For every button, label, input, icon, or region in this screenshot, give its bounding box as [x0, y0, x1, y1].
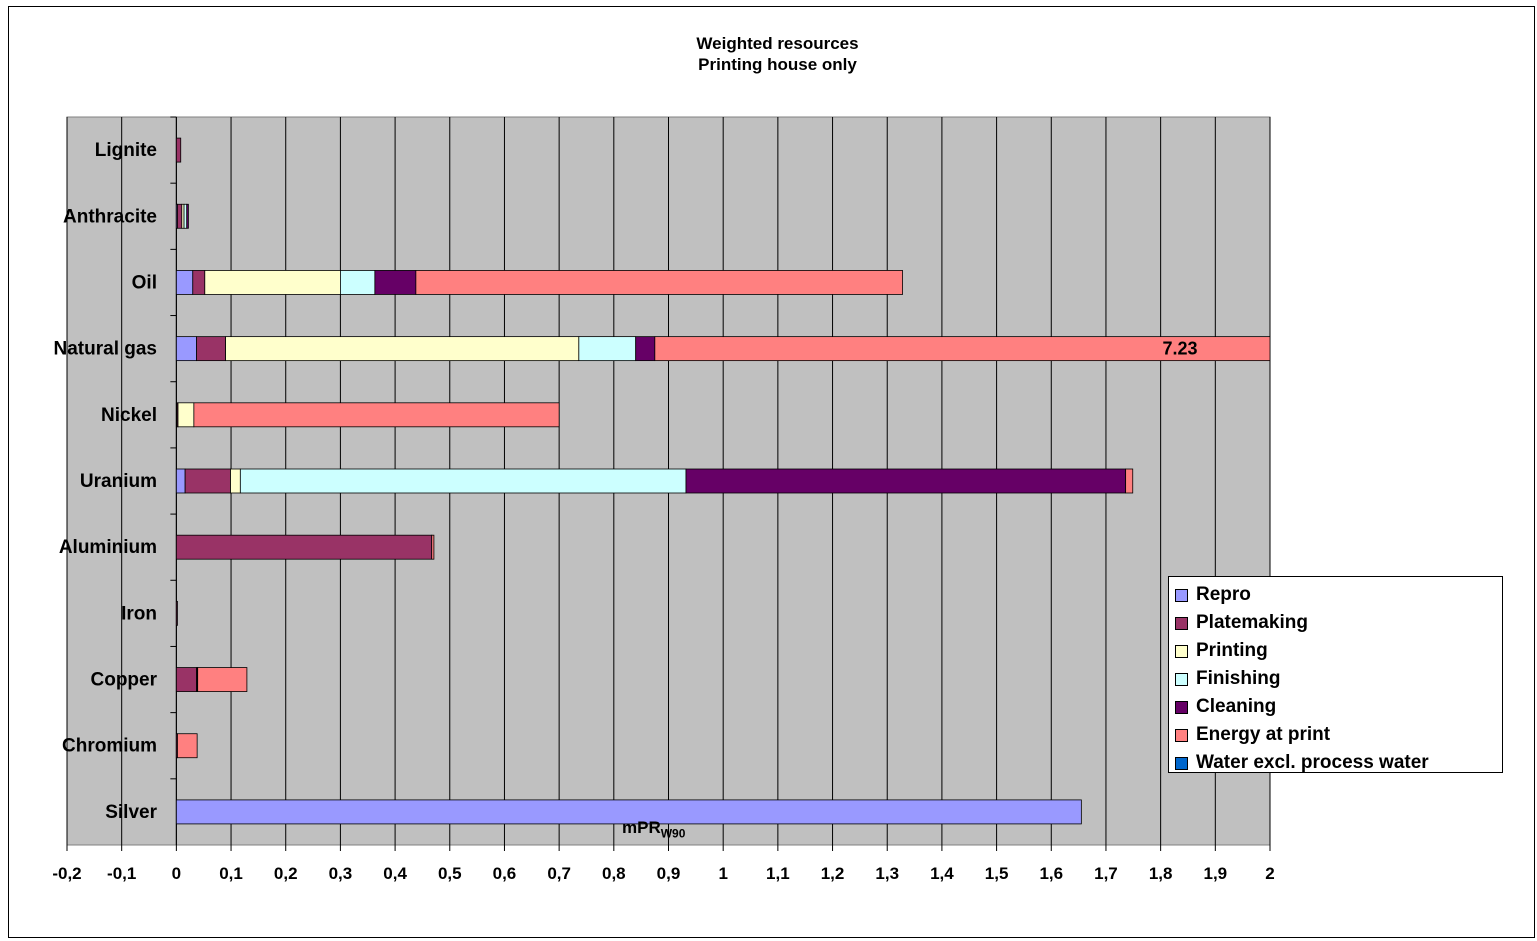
x-tick-label: 0,6 [493, 864, 517, 883]
legend-item: Finishing [1169, 665, 1502, 693]
x-tick-label: 2 [1265, 864, 1274, 883]
category-label: Chromium [62, 736, 157, 757]
bar-segment [415, 270, 903, 295]
legend-item: Water excl. process water [1169, 749, 1502, 777]
bar-segment [374, 270, 417, 295]
bar-segment [175, 534, 433, 560]
bar-segment [230, 468, 241, 494]
category-label: Oil [132, 272, 157, 293]
legend-swatch [1175, 728, 1188, 742]
legend-label: Printing [1196, 640, 1268, 661]
x-tick-label: 0,4 [383, 864, 407, 883]
x-tick-label: 0,7 [547, 864, 571, 883]
bar-segment [175, 137, 182, 163]
x-axis-label-subscript: W90 [660, 826, 686, 841]
x-tick-label: 1,2 [821, 864, 845, 883]
legend-swatch [1175, 756, 1188, 770]
legend-item: Repro [1169, 581, 1502, 609]
bar-segment [175, 667, 197, 692]
bar-segment [635, 336, 656, 362]
legend-swatch [1175, 588, 1188, 602]
bar-segment [431, 534, 435, 560]
bar-segment [225, 336, 580, 362]
legend-item: Printing [1169, 637, 1502, 665]
x-tick-label: 0 [172, 864, 181, 883]
legend-label: Platemaking [1196, 612, 1308, 633]
bar-segment [204, 270, 341, 295]
bar-segment [239, 468, 687, 494]
x-tick-label: -0,2 [52, 864, 81, 883]
x-tick-label: 1,3 [875, 864, 899, 883]
data-label: 7.23 [1162, 339, 1197, 359]
legend-label: Cleaning [1196, 696, 1277, 717]
x-tick-label: 0,3 [329, 864, 353, 883]
legend-swatch [1175, 672, 1188, 686]
bar-segment [175, 799, 1082, 825]
bar-segment [340, 270, 376, 295]
legend-swatch [1175, 700, 1188, 714]
x-tick-label: 1,8 [1149, 864, 1173, 883]
legend-label: Finishing [1196, 668, 1281, 689]
x-tick-label: 0,8 [602, 864, 626, 883]
bar-segment [184, 468, 231, 494]
bar-segment [197, 667, 248, 692]
bar-segment [685, 468, 1127, 494]
category-label: Silver [105, 802, 157, 823]
category-label: Copper [91, 670, 158, 691]
legend-item: Cleaning [1169, 693, 1502, 721]
x-tick-label: 1,6 [1039, 864, 1063, 883]
bar-segment [196, 336, 226, 362]
x-tick-label: 1 [718, 864, 727, 883]
x-axis-label-main: mPR [622, 818, 661, 837]
x-tick-label: 0,5 [438, 864, 462, 883]
chart-title: Weighted resources Printing house only [0, 33, 1537, 75]
x-tick-label: 0,9 [657, 864, 681, 883]
bar-segment [177, 203, 183, 229]
category-label: Uranium [80, 471, 157, 492]
legend-swatch [1175, 616, 1188, 630]
x-tick-label: 1,7 [1094, 864, 1118, 883]
x-axis-label: mPRW90 [622, 818, 685, 840]
bar-segment [654, 336, 1271, 362]
bar-segment [192, 270, 206, 295]
category-label: Iron [121, 603, 157, 624]
category-label: Nickel [101, 405, 157, 426]
legend-swatch [1175, 644, 1188, 658]
x-tick-label: 1,9 [1203, 864, 1227, 883]
x-tick-label: -0,1 [107, 864, 136, 883]
category-label: Aluminium [59, 537, 157, 558]
bar-segment [175, 600, 178, 626]
bar-segment [578, 336, 637, 362]
bar-segment [1125, 468, 1134, 494]
legend-label: Energy at print [1196, 724, 1331, 745]
x-tick-label: 1,5 [985, 864, 1009, 883]
x-tick-label: 1,1 [766, 864, 790, 883]
bar-segment [186, 203, 189, 229]
chart-title-line-1: Weighted resources [696, 34, 859, 53]
legend-label: Water excl. process water [1196, 752, 1429, 773]
legend: Repro Platemaking Printing Finishing Cleanin… [1168, 576, 1503, 773]
legend-item: Platemaking [1169, 609, 1502, 637]
legend-label: Repro [1196, 584, 1251, 605]
bar-segment [177, 733, 198, 759]
chart-title-line-2: Printing house only [698, 55, 857, 74]
bar-segment [175, 468, 186, 494]
category-label: Natural gas [54, 339, 157, 360]
category-label: Lignite [95, 140, 157, 161]
x-tick-label: 0,1 [219, 864, 243, 883]
x-tick-label: 0,2 [274, 864, 298, 883]
bar-segment [193, 402, 560, 428]
bar-segment [175, 270, 194, 295]
bar-segment [183, 203, 188, 229]
chart-frame [8, 6, 1535, 938]
bar-segment [175, 336, 197, 362]
legend-item: Energy at print [1169, 721, 1502, 749]
category-label: Anthracite [63, 206, 157, 227]
bar-segment [177, 402, 195, 428]
x-tick-label: 1,4 [930, 864, 954, 883]
